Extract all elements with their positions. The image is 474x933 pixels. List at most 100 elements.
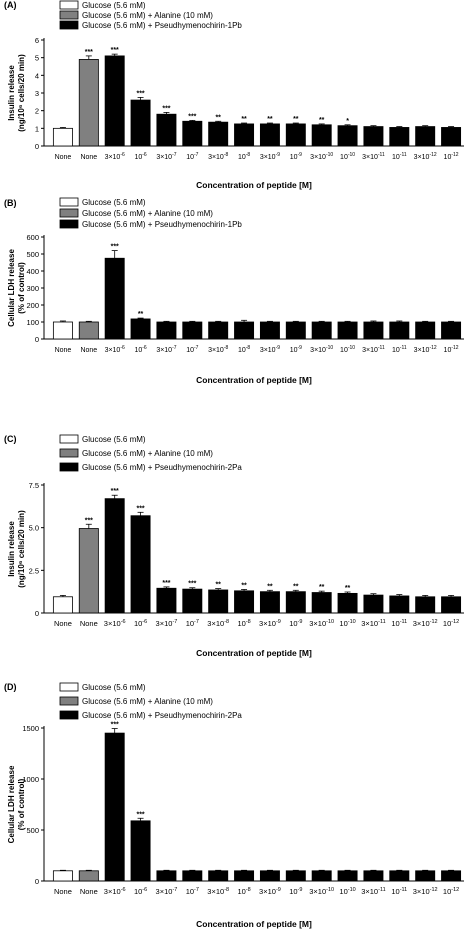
significance-label: ** bbox=[267, 583, 273, 590]
significance-label: *** bbox=[136, 505, 144, 512]
x-tick-label: 10-12 bbox=[443, 887, 459, 896]
bar bbox=[234, 321, 255, 340]
x-tick-label: 3×10-9 bbox=[259, 887, 281, 896]
significance-label: ** bbox=[319, 117, 325, 124]
x-tick-label: 3×10-11 bbox=[362, 152, 385, 161]
bar bbox=[285, 321, 306, 340]
bar bbox=[259, 123, 280, 147]
x-tick-label: 3×10-9 bbox=[260, 152, 280, 161]
legend-label: Glucose (5.6 mM) bbox=[82, 1, 146, 10]
x-tick-label: 10-8 bbox=[237, 619, 250, 628]
significance-label: *** bbox=[85, 49, 93, 56]
chart-panel-b: (B) Glucose (5.6 mM) Glucose (5.6 mM) + Al… bbox=[4, 197, 464, 385]
bar bbox=[182, 870, 203, 882]
bar bbox=[104, 257, 125, 340]
legend-swatch bbox=[59, 448, 79, 458]
y-tick-label: 0 bbox=[35, 142, 39, 151]
x-tick-label: None bbox=[80, 619, 98, 628]
x-tick-label: 3×10-8 bbox=[207, 619, 229, 628]
legend-label: Glucose (5.6 mM) bbox=[82, 683, 146, 692]
bar bbox=[52, 127, 73, 147]
bar bbox=[389, 321, 410, 340]
significance-label: *** bbox=[162, 580, 170, 587]
y-tick-label: 400 bbox=[26, 267, 39, 276]
x-tick-label: 3×10-8 bbox=[207, 887, 229, 896]
legend-label: Glucose (5.6 mM) bbox=[82, 198, 146, 207]
bar bbox=[78, 870, 99, 882]
x-tick-label: 3×10-10 bbox=[310, 152, 333, 161]
legend-swatch bbox=[59, 0, 79, 10]
x-tick-label: 10-12 bbox=[443, 619, 459, 628]
legend-label: Glucose (5.6 mM) + Alanine (10 mM) bbox=[82, 11, 213, 20]
significance-label: *** bbox=[111, 47, 119, 54]
y-tick-label: 2 bbox=[35, 107, 39, 116]
x-tick-label: 10-10 bbox=[340, 345, 355, 354]
x-tick-label: None bbox=[80, 154, 97, 161]
bar bbox=[208, 321, 229, 340]
y-axis-label: (ng/10⁶ cells/20 min) bbox=[17, 510, 26, 588]
bar bbox=[363, 321, 384, 340]
panel-label: (D) bbox=[4, 682, 17, 692]
y-tick-label: 300 bbox=[26, 284, 39, 293]
bar bbox=[78, 321, 99, 340]
legend-label: Glucose (5.6 mM) + Pseudhymenochirin-2Pa bbox=[82, 463, 242, 472]
significance-label: *** bbox=[136, 811, 144, 818]
x-tick-label: 3×10-10 bbox=[310, 345, 333, 354]
y-tick-label: 3 bbox=[35, 89, 39, 98]
legend-swatch bbox=[59, 434, 79, 444]
legend-swatch bbox=[59, 682, 79, 692]
significance-label: ** bbox=[215, 582, 221, 589]
bar bbox=[311, 124, 332, 147]
x-tick-label: 10-6 bbox=[134, 619, 147, 628]
bar bbox=[285, 591, 306, 614]
y-tick-label: 500 bbox=[26, 250, 39, 259]
y-axis-label: Cellular LDH release bbox=[7, 249, 16, 327]
bar bbox=[389, 595, 410, 614]
significance-label: ** bbox=[267, 116, 273, 123]
bar bbox=[78, 59, 99, 147]
bar bbox=[441, 321, 462, 340]
bar bbox=[389, 870, 410, 882]
x-tick-label: None bbox=[80, 887, 98, 896]
x-tick-label: None bbox=[80, 347, 97, 354]
legend-label: Glucose (5.6 mM) + Alanine (10 mM) bbox=[82, 449, 213, 458]
significance-label: *** bbox=[188, 113, 196, 120]
y-tick-label: 6 bbox=[35, 36, 39, 45]
legend-swatch bbox=[59, 710, 79, 720]
bar bbox=[259, 591, 280, 614]
legend-swatch bbox=[59, 10, 79, 20]
x-tick-label: 10-8 bbox=[238, 152, 250, 161]
y-tick-label: 0 bbox=[35, 335, 39, 344]
bar bbox=[337, 321, 358, 340]
x-tick-label: 3×10-6 bbox=[104, 619, 126, 628]
bar bbox=[182, 321, 203, 340]
chart-panel-a: (A) Glucose (5.6 mM)Glucose (5.6 mM) + Al… bbox=[4, 0, 464, 190]
bar bbox=[441, 127, 462, 147]
significance-label: *** bbox=[111, 722, 119, 729]
legend-swatch bbox=[59, 208, 79, 218]
significance-label: * bbox=[346, 118, 349, 125]
x-tick-label: 10-12 bbox=[444, 345, 459, 354]
x-tick-label: 10-9 bbox=[289, 619, 302, 628]
x-tick-label: 10-11 bbox=[391, 619, 407, 628]
bar bbox=[234, 590, 255, 614]
bar bbox=[182, 120, 203, 147]
bar bbox=[415, 126, 436, 147]
x-tick-label: 3×10-12 bbox=[413, 887, 438, 896]
bar bbox=[337, 125, 358, 147]
x-tick-label: 10-9 bbox=[290, 152, 302, 161]
x-tick-label: 10-11 bbox=[391, 887, 407, 896]
legend-swatch bbox=[59, 197, 79, 207]
x-tick-label: 10-11 bbox=[392, 345, 407, 354]
chart-panel-d: (D) Glucose (5.6 mM) Glucose (5.6 mM) + Al… bbox=[4, 682, 464, 929]
x-tick-label: 3×10-9 bbox=[259, 619, 281, 628]
bar bbox=[130, 515, 151, 614]
y-axis-label: (% of control) bbox=[17, 262, 26, 314]
significance-label: *** bbox=[85, 517, 93, 524]
legend-label: Glucose (5.6 mM) + Pseudhymenochirin-1Pb bbox=[82, 220, 242, 229]
x-tick-label: 3×10-11 bbox=[362, 345, 385, 354]
bar bbox=[441, 596, 462, 614]
x-tick-label: 10-7 bbox=[186, 345, 198, 354]
legend-label: Glucose (5.6 mM) + Pseudhymenochirin-1Pb bbox=[82, 21, 242, 30]
